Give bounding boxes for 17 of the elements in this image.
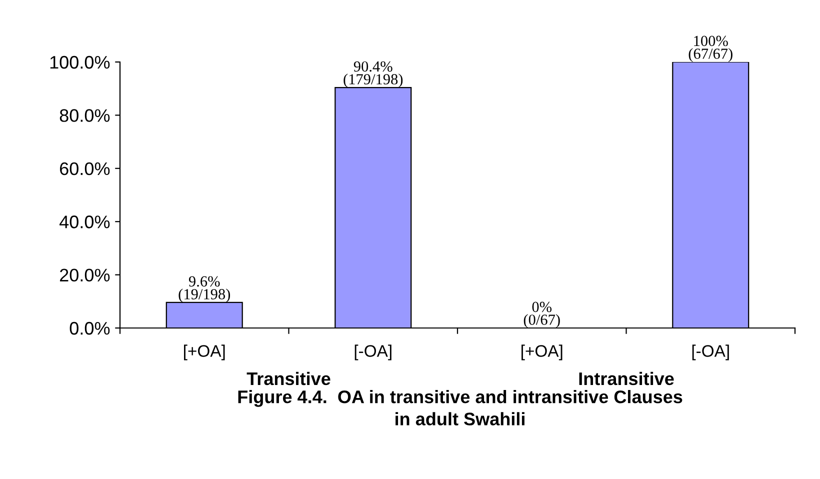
y-tick-label: 80.0%: [60, 109, 110, 122]
x-tick-label: [-OA]: [692, 344, 729, 360]
data-label: 100% (67/67): [688, 36, 732, 62]
y-tick-label: 60.0%: [60, 162, 110, 176]
text: Transitive: [246, 372, 330, 386]
text: Intransitive: [579, 372, 674, 386]
data-label: 90.4% (179/198): [344, 61, 403, 88]
data-label: 0% (0/67): [524, 302, 560, 328]
y-tick-label: 40.0%: [60, 216, 110, 228]
data-label: 9.6% (19/198): [178, 276, 230, 302]
x-tick-label: [+OA]: [522, 344, 562, 360]
x-tick-label: [-OA]: [354, 344, 392, 360]
y-tick-label: 20.0%: [60, 268, 110, 282]
y-tick-label: 0.0%: [70, 322, 110, 335]
text: Figure 4.4. OA in transitive and intransitive Clauses in adult Swahili: [238, 390, 682, 426]
y-tick-label: 100.0%: [50, 56, 110, 69]
x-tick-label: [+OA]: [184, 344, 225, 360]
